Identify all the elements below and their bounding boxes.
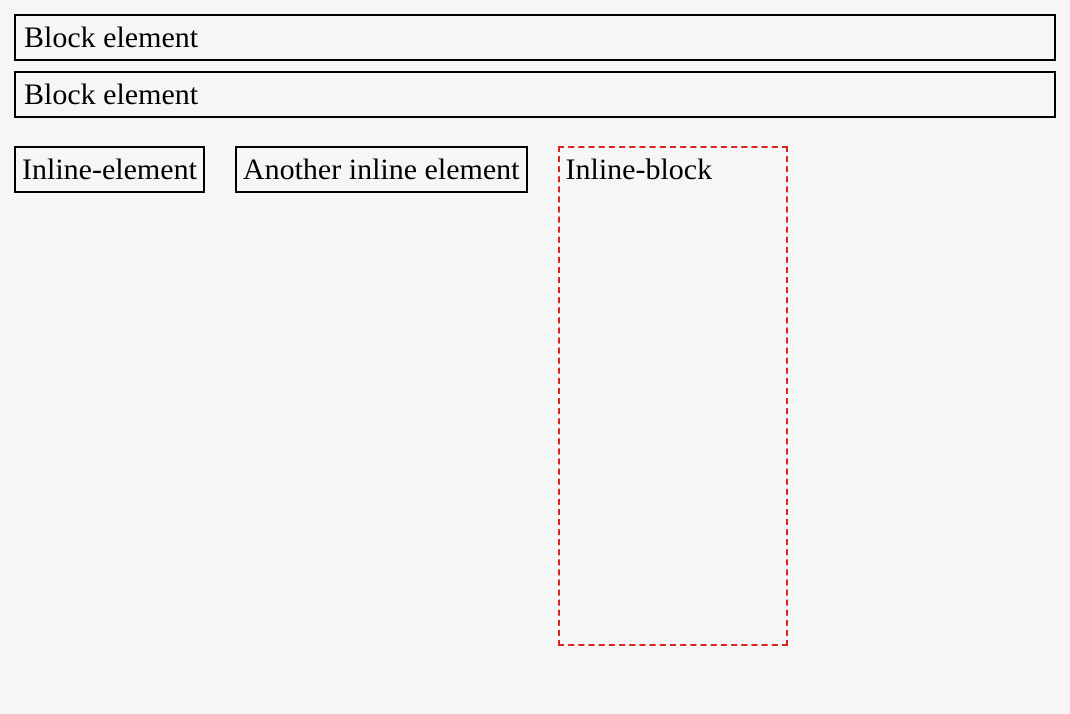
block-element-2: Block element [14,71,1056,118]
block-element-1: Block element [14,14,1056,61]
inline-element-2: Another inline element [235,146,528,193]
inline-row: Inline-element Another inline element Inli… [14,146,1056,646]
inline-element-1: Inline-element [14,146,205,193]
inline-block-element: Inline-block [558,146,788,646]
